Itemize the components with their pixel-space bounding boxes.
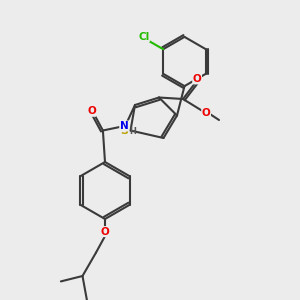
Text: O: O [100,226,109,237]
Text: O: O [193,74,202,84]
Text: Cl: Cl [138,32,149,42]
Text: O: O [202,108,211,118]
Text: S: S [120,125,128,136]
Text: O: O [87,106,96,116]
Text: H: H [130,127,136,136]
Text: N: N [120,121,129,131]
